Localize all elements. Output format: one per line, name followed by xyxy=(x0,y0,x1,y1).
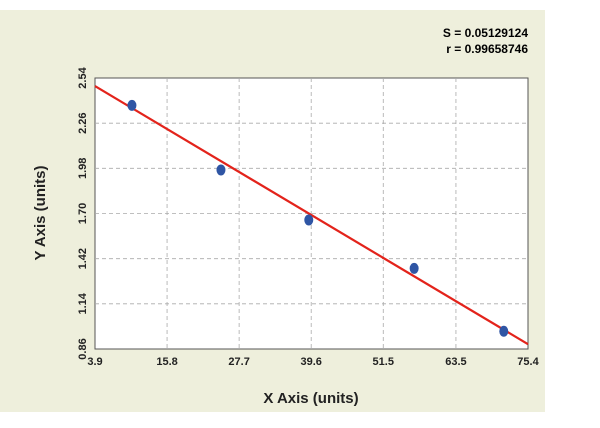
regression-line xyxy=(94,85,529,346)
data-point xyxy=(216,164,226,176)
y-tick-labels: 0.86 1.14 1.42 1.70 1.98 2.26 2.54 xyxy=(77,66,89,359)
y-tick-label: 0.86 xyxy=(77,338,89,359)
x-tick-label: 27.7 xyxy=(228,356,249,368)
s-value-label: S = 0.05129124 xyxy=(442,26,528,40)
x-tick-label: 15.8 xyxy=(156,356,177,368)
data-point xyxy=(304,214,314,226)
x-tick-label: 75.4 xyxy=(517,356,539,368)
y-tick-label: 2.26 xyxy=(77,112,89,133)
data-series xyxy=(94,85,529,346)
x-axis-title: X Axis (units) xyxy=(263,390,358,407)
y-tick-label: 2.54 xyxy=(77,66,89,88)
y-tick-label: 1.42 xyxy=(77,248,89,269)
x-tick-label: 39.6 xyxy=(300,356,321,368)
data-point xyxy=(409,262,419,274)
data-point xyxy=(499,325,509,337)
y-tick-label: 1.14 xyxy=(77,292,89,314)
x-tick-label: 3.9 xyxy=(87,356,102,368)
r-value-label: r = 0.99658746 xyxy=(446,42,528,56)
x-tick-label: 51.5 xyxy=(373,356,394,368)
y-tick-label: 1.98 xyxy=(77,158,89,179)
y-axis-title: Y Axis (units) xyxy=(32,165,49,260)
grid-lines xyxy=(95,78,528,349)
y-tick-label: 1.70 xyxy=(77,203,89,224)
x-tick-labels: 3.9 15.8 27.7 39.6 51.5 63.5 75.4 xyxy=(87,356,539,368)
data-point xyxy=(127,99,137,111)
x-tick-label: 63.5 xyxy=(445,356,466,368)
